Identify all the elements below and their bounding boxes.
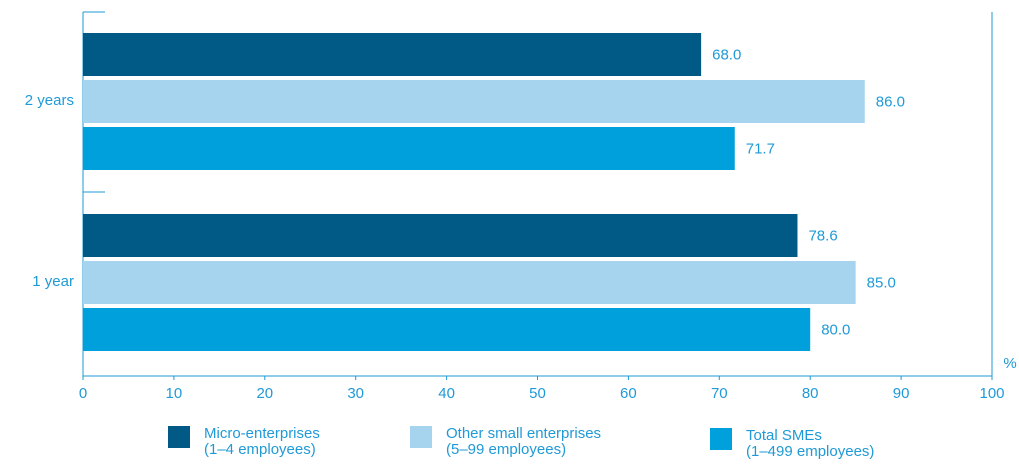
x-tick-label: 60 (620, 385, 637, 402)
x-tick-label: 80 (802, 385, 819, 402)
x-axis-unit-label: % (1003, 355, 1016, 372)
bar (83, 261, 856, 304)
x-tick-label: 30 (347, 385, 364, 402)
legend-swatch-total-smes (710, 428, 732, 450)
bar (83, 80, 865, 123)
legend-swatch-other-small (410, 426, 432, 448)
data-label: 86.0 (876, 94, 905, 111)
data-label: 68.0 (712, 47, 741, 64)
data-label: 78.6 (808, 228, 837, 245)
x-tick-label: 50 (529, 385, 546, 402)
legend-item-other-small: Other small enterprises (5–99 employees) (410, 426, 601, 458)
x-tick-label: 20 (256, 385, 273, 402)
data-label: 85.0 (867, 275, 896, 292)
legend-sublabel-total-smes: (1–499 employees) (746, 443, 875, 460)
legend-sublabel-micro: (1–4 employees) (204, 441, 316, 458)
category-label: 1 year (32, 273, 74, 290)
bar (83, 127, 735, 170)
category-label: 2 years (25, 92, 74, 109)
bar (83, 214, 798, 257)
bar (83, 308, 811, 351)
legend-sublabel-other-small: (5–99 employees) (446, 441, 567, 458)
legend-swatch-micro (168, 426, 190, 448)
legend-label-total-smes: Total SMEs (746, 427, 822, 444)
legend-label-micro: Micro-enterprises (204, 425, 320, 442)
x-tick-label: 10 (166, 385, 183, 402)
x-tick-label: 100 (979, 385, 1004, 402)
x-tick-label: 40 (438, 385, 455, 402)
legend-item-micro: Micro-enterprises (1–4 employees) (168, 426, 320, 458)
bar (83, 33, 702, 76)
x-tick-label: 70 (711, 385, 728, 402)
legend-item-total-smes: Total SMEs (1–499 employees) (710, 428, 874, 460)
legend-label-other-small: Other small enterprises (446, 425, 602, 442)
x-tick-label: 90 (893, 385, 910, 402)
data-label: 71.7 (746, 141, 775, 158)
data-label: 80.0 (821, 322, 850, 339)
x-tick-label: 0 (79, 385, 87, 402)
